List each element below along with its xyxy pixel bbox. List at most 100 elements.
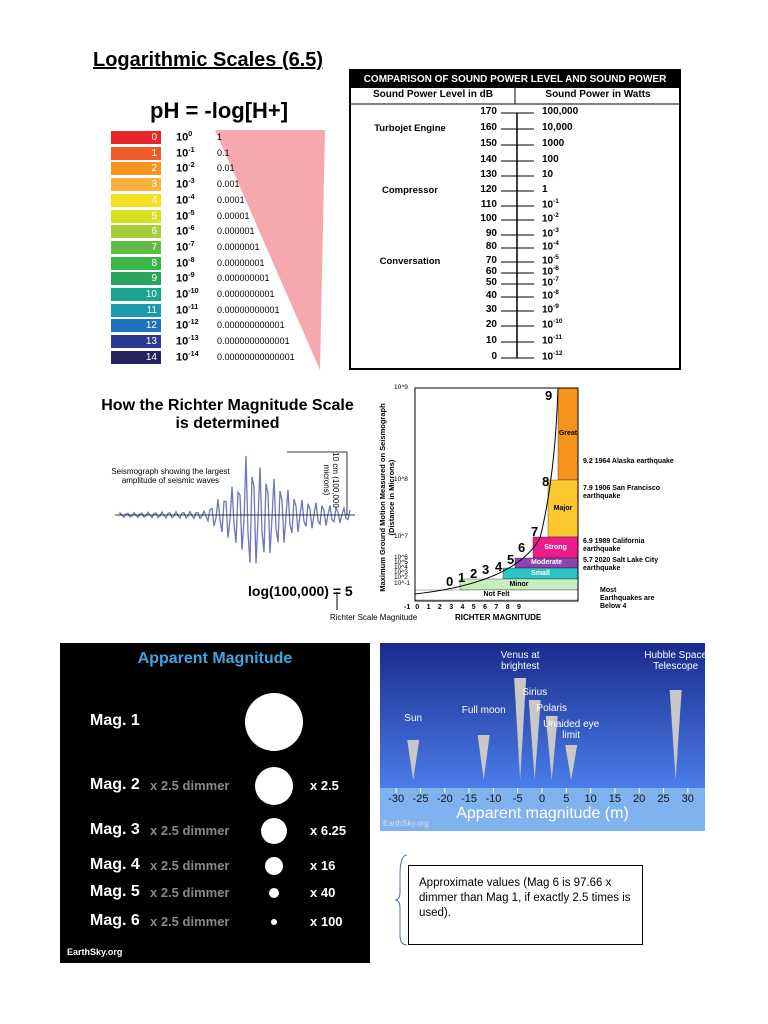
curve-label: 4 — [495, 559, 503, 574]
watts-value: 1000 — [542, 138, 565, 149]
ph-power: 100 — [176, 130, 192, 144]
band-label: Small — [531, 569, 550, 577]
power-base: 10 — [176, 304, 189, 317]
ph-power: 10-14 — [176, 350, 199, 364]
power-exponent: -5 — [553, 254, 559, 261]
ph-power: 10-10 — [176, 287, 199, 301]
star — [269, 888, 279, 898]
watts-value: 10 — [542, 169, 554, 180]
ph-swatch: 7 — [111, 240, 161, 254]
annotation: 9.2 1964 Alaska earthquake — [583, 458, 674, 465]
power-exponent: -9 — [553, 303, 559, 310]
power-exponent: -3 — [188, 177, 195, 186]
curve-label: 9 — [545, 388, 553, 403]
ph-power: 10-6 — [176, 225, 195, 238]
star — [245, 693, 303, 751]
sound-source: Compressor — [382, 185, 438, 196]
power-exponent: -10 — [188, 287, 199, 295]
db-value: 130 — [480, 169, 497, 180]
power-base: 10 — [176, 225, 189, 238]
ph-value: 0.01 — [217, 163, 235, 174]
dimmer-label: x 2.5 dimmer — [150, 885, 230, 900]
db-value: 20 — [485, 319, 497, 330]
dimmer-label: x 2.5 dimmer — [150, 858, 230, 873]
ph-swatch: 14 — [111, 350, 161, 364]
axis-band — [380, 788, 705, 831]
annotation: 5.7 2020 Salt Lake City earthquake — [583, 557, 659, 572]
x-tick-label: -10 — [485, 793, 502, 805]
seismograph — [115, 451, 355, 610]
power-exponent: -6 — [553, 265, 559, 272]
mag-label: Mag. 2 — [90, 776, 140, 793]
power-base: 10 — [542, 241, 554, 253]
annotation: 7.9 1906 San Francisco earthquake — [583, 485, 661, 500]
power-base: 10 — [542, 199, 554, 211]
x-tick-label: 10 — [584, 793, 597, 805]
mag-label: Mag. 3 — [90, 821, 140, 838]
watts-power: 10-6 — [542, 265, 559, 278]
x-axis-label: Apparent magnitude (m) — [456, 805, 629, 822]
curve-label: 0 — [446, 574, 454, 589]
page-title: Logarithmic Scales (6.5) — [93, 49, 324, 71]
factor-label: x 40 — [310, 885, 336, 900]
ph-swatch: 10 — [111, 288, 161, 301]
curve-label: 6 — [518, 540, 526, 555]
db-value: 80 — [485, 241, 497, 252]
y-tick-label: 10^8 — [394, 476, 408, 483]
power-base: 10 — [176, 272, 189, 285]
ph-power: 10-2 — [176, 162, 195, 175]
brace-line — [394, 854, 408, 946]
magnitude-circles — [245, 693, 303, 925]
ph-power: 10-9 — [176, 272, 195, 285]
amplitude-label: 10 cm (100,000 microns) — [322, 452, 340, 508]
power-exponent: -2 — [188, 161, 195, 170]
star — [265, 857, 283, 875]
object-label: Hubble Space Telescope — [644, 650, 708, 672]
note-box: Approximate values (Mag 6 is 97.66 x dim… — [408, 865, 643, 945]
watts-power: 10-12 — [542, 350, 563, 362]
power-base: 10 — [542, 255, 554, 267]
watts-value: 100 — [542, 154, 559, 165]
watts-value: 10,000 — [542, 122, 573, 133]
ph-power: 10-5 — [176, 208, 195, 223]
ph-power: 10-12 — [176, 319, 199, 332]
spike — [407, 740, 420, 780]
x-tick-label: 30 — [681, 793, 694, 805]
curve-label: 8 — [542, 474, 550, 489]
power-exponent: -1 — [188, 145, 195, 154]
ph-value: 0.000001 — [217, 226, 255, 237]
ph-swatch: 4 — [111, 193, 161, 207]
factor-label: x 16 — [310, 858, 336, 873]
sound-table — [349, 69, 681, 370]
sound-title: COMPARISON OF SOUND POWER LEVEL AND SOUN… — [351, 71, 679, 88]
power-base: 10 — [542, 213, 554, 225]
curve-label: 3 — [482, 562, 490, 577]
power-exponent: -5 — [188, 208, 195, 217]
band-label: Not Felt — [483, 591, 510, 598]
y-tick-label: 10^-1 — [394, 580, 411, 587]
ph-value: 0.0000001 — [217, 241, 260, 252]
spike — [477, 735, 490, 780]
band — [547, 479, 579, 538]
ph-value: 0.000000001 — [217, 273, 270, 284]
band-label: Major — [553, 504, 573, 512]
power-base: 10 — [542, 266, 554, 278]
power-exponent: -1 — [553, 198, 559, 205]
ph-value: 0.001 — [217, 179, 240, 190]
x-tick-label: 5 — [471, 604, 476, 611]
power-exponent: -4 — [188, 192, 195, 201]
sky — [380, 643, 705, 788]
ph-swatch: 2 — [111, 162, 161, 176]
spike — [514, 678, 527, 780]
db-value: 60 — [485, 266, 497, 277]
ph-power: 10-8 — [176, 256, 195, 270]
x-tick-label: 7 — [494, 604, 499, 611]
x-axis-label: RICHTER MAGNITUDE — [455, 613, 542, 622]
object-label: Polaris — [536, 703, 567, 714]
ph-swatch: 0 — [111, 131, 161, 144]
x-tick-label: 9 — [517, 604, 521, 611]
db-value: 10 — [485, 335, 497, 346]
db-value: 40 — [485, 290, 497, 301]
db-value: 30 — [485, 304, 497, 315]
